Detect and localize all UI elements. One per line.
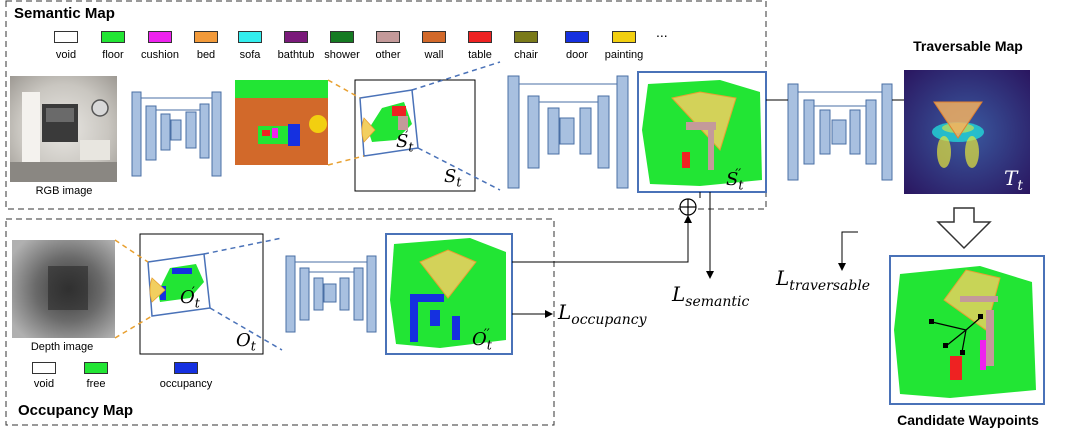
o-t-dprime-image bbox=[385, 233, 513, 355]
o-t-prime-crop bbox=[147, 253, 211, 317]
semantic-legend-label-cushion: cushion bbox=[141, 49, 179, 61]
traversable-map-image bbox=[904, 70, 1030, 194]
s-t-dprime-label: St′′ bbox=[726, 166, 744, 193]
semantic-legend-swatch-cushion bbox=[148, 31, 172, 43]
semantic-legend-label-bed: bed bbox=[196, 49, 216, 61]
semantic-legend-label-floor: floor bbox=[102, 49, 124, 61]
semantic-legend-swatch-shower bbox=[330, 31, 354, 43]
semantic-legend-swatch-sofa bbox=[238, 31, 262, 43]
semantic-legend-swatch-bathtub bbox=[284, 31, 308, 43]
candidate-waypoints-title: Candidate Waypoints bbox=[897, 412, 1039, 428]
legend-ellipsis: ... bbox=[656, 24, 668, 40]
semantic-map-title: Semantic Map bbox=[14, 5, 115, 22]
semantic-legend-swatch-chair bbox=[514, 31, 538, 43]
occupancy-legend-label-free: free bbox=[86, 378, 106, 390]
semantic-legend-swatch-door bbox=[565, 31, 589, 43]
semantic-legend-label-door: door bbox=[565, 49, 589, 61]
occupancy-legend-label-void: void bbox=[33, 378, 55, 390]
semantic-encoder-1 bbox=[131, 91, 222, 177]
semantic-legend-swatch-other bbox=[376, 31, 400, 43]
semantic-legend-swatch-wall bbox=[422, 31, 446, 43]
o-t-label: Ot bbox=[236, 330, 256, 354]
semantic-legend-label-other: other bbox=[375, 49, 401, 61]
semantic-legend-label-void: void bbox=[55, 49, 77, 61]
o-t-prime-label: Ot′ bbox=[180, 284, 200, 311]
semantic-legend-label-painting: painting bbox=[604, 49, 644, 61]
loss-traversable-label: Ltraversable bbox=[776, 266, 871, 294]
semantic-legend-label-chair: chair bbox=[514, 49, 538, 61]
o-t-dprime-label: Ot′′ bbox=[472, 326, 492, 353]
loss-semantic-label: Lsemantic bbox=[672, 282, 750, 310]
semantic-map-image bbox=[235, 80, 328, 165]
s-t-prime-crop bbox=[359, 89, 419, 157]
s-t-dprime-image bbox=[637, 71, 767, 193]
semantic-legend-swatch-bed bbox=[194, 31, 218, 43]
occupancy-legend-swatch-free bbox=[84, 362, 108, 374]
semantic-legend-label-shower: shower bbox=[324, 49, 360, 61]
candidate-waypoints-image bbox=[889, 255, 1045, 405]
loss-occupancy-label: Loccupancy bbox=[558, 300, 647, 328]
semantic-legend-label-table: table bbox=[468, 49, 492, 61]
rgb-image bbox=[10, 76, 117, 182]
semantic-legend-label-wall: wall bbox=[424, 49, 444, 61]
depth-image bbox=[12, 240, 115, 338]
semantic-legend-swatch-void bbox=[54, 31, 78, 43]
semantic-legend-label-sofa: sofa bbox=[239, 49, 261, 61]
semantic-legend-label-bathtub: bathtub bbox=[277, 49, 315, 61]
occupancy-map-frame bbox=[5, 218, 555, 426]
occupancy-legend-swatch-occupancy bbox=[174, 362, 198, 374]
occupancy-legend-swatch-void bbox=[32, 362, 56, 374]
down-hollow-arrow bbox=[936, 207, 992, 250]
semantic-legend-swatch-painting bbox=[612, 31, 636, 43]
occupancy-map-title: Occupancy Map bbox=[18, 402, 134, 419]
traversable-map-title: Traversable Map bbox=[913, 38, 1023, 54]
depth-image-caption: Depth image bbox=[30, 341, 94, 353]
semantic-legend-swatch-table bbox=[468, 31, 492, 43]
semantic-encoder-2 bbox=[507, 75, 629, 189]
t-t-label: Tt bbox=[1004, 166, 1023, 194]
s-t-prime-label: St′ bbox=[396, 128, 414, 155]
semantic-legend-swatch-floor bbox=[101, 31, 125, 43]
rgb-image-caption: RGB image bbox=[35, 185, 93, 197]
occupancy-encoder bbox=[285, 255, 377, 333]
s-t-label: St bbox=[444, 166, 462, 190]
traversable-encoder bbox=[787, 83, 893, 181]
occupancy-legend-label-occupancy: occupancy bbox=[159, 378, 213, 390]
